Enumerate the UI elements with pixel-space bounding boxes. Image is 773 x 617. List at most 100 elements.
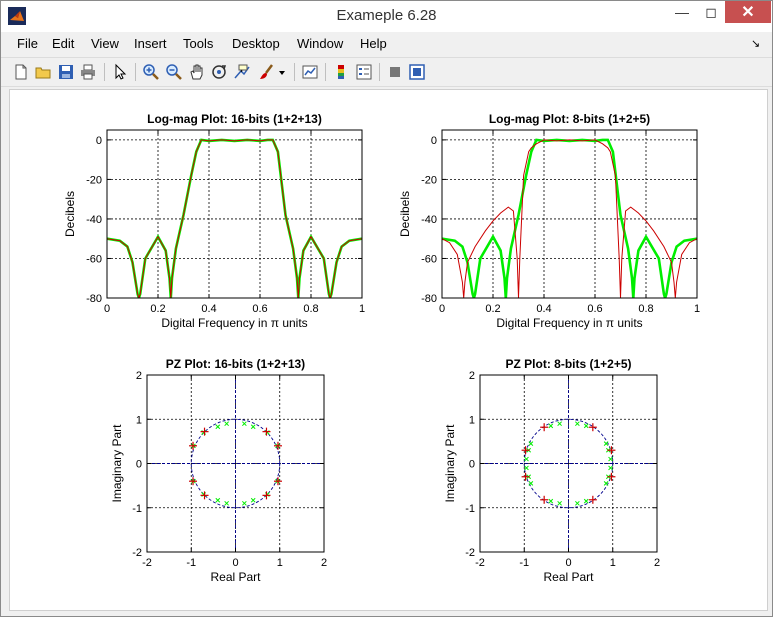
zero-marker xyxy=(583,498,589,504)
y-tick-label: -60 xyxy=(86,253,102,265)
x-axis-label: Real Part xyxy=(543,570,594,584)
zero-marker xyxy=(574,500,580,506)
zero-marker xyxy=(241,500,247,506)
zero-marker-b xyxy=(524,456,529,462)
toolbar-separator xyxy=(104,63,105,81)
zero-marker xyxy=(250,424,256,430)
pole-marker xyxy=(588,423,597,432)
title-bar[interactable]: Exameple 6.28 — ◻ ✕ xyxy=(1,1,772,32)
toolbar-separator xyxy=(379,63,380,81)
zero-marker-b xyxy=(224,500,230,506)
zero-marker-b xyxy=(241,500,247,506)
print-icon[interactable] xyxy=(79,63,97,81)
y-tick-label: -20 xyxy=(421,174,437,186)
series-line-green xyxy=(442,138,697,298)
x-tick-label: 2 xyxy=(321,557,327,569)
zero-marker-b xyxy=(603,441,609,446)
y-axis-label: Imaginary Part xyxy=(110,424,124,503)
chart-title: PZ Plot: 16-bits (1+2+13) xyxy=(166,357,305,371)
plot-content xyxy=(442,130,697,298)
menu-insert[interactable]: Insert xyxy=(134,36,167,51)
data-cursor-icon[interactable] xyxy=(233,63,251,81)
zero-marker-b xyxy=(524,465,529,471)
toolbar-separator xyxy=(325,63,326,81)
x-tick-label: 0.4 xyxy=(201,303,216,315)
zero-marker xyxy=(603,441,609,446)
zoom-in-icon[interactable] xyxy=(142,63,160,81)
minimize-button[interactable]: — xyxy=(669,1,695,23)
new-figure-icon[interactable] xyxy=(12,63,30,81)
pan-icon[interactable] xyxy=(188,63,206,81)
pointer-icon[interactable] xyxy=(111,63,129,81)
figure-toolbar xyxy=(1,57,772,87)
pole-marker xyxy=(273,441,282,450)
maximize-icon: ◻ xyxy=(705,3,717,20)
y-tick-label: 0 xyxy=(469,459,475,471)
x-tick-label: 1 xyxy=(694,303,700,315)
x-tick-label: 0 xyxy=(104,303,110,315)
toolbar-separator xyxy=(294,63,295,81)
zoom-out-icon[interactable] xyxy=(165,63,183,81)
zero-marker-b xyxy=(603,481,609,486)
x-tick-label: 0.8 xyxy=(638,303,653,315)
colorbar-icon[interactable] xyxy=(332,63,350,81)
chart-4: -2 -1 0 1 2 2 1 0 -1 -2 PZ Plot: 8-bits (1+2+5) Rea… xyxy=(443,357,660,584)
menu-desktop[interactable]: Desktop xyxy=(232,36,280,51)
menu-tools[interactable]: Tools xyxy=(183,36,214,51)
zero-marker xyxy=(557,500,563,506)
zero-marker xyxy=(524,456,529,462)
zero-marker-b xyxy=(528,481,534,486)
unit-circle xyxy=(523,418,614,509)
dock-arrow-icon[interactable]: ↘ xyxy=(751,38,761,50)
menu-view[interactable]: View xyxy=(91,36,119,51)
zero-marker xyxy=(608,456,613,462)
pole-marker xyxy=(262,491,271,500)
menu-help[interactable]: Help xyxy=(360,36,387,51)
pole-marker xyxy=(273,477,282,486)
legend-icon[interactable] xyxy=(355,63,373,81)
pole-marker xyxy=(540,423,549,432)
y-tick-label: -2 xyxy=(465,547,475,559)
zero-marker-b xyxy=(583,423,589,429)
hide-plot-tools-icon[interactable] xyxy=(386,63,404,81)
pole-marker xyxy=(607,446,616,455)
x-tick-label: 0.8 xyxy=(303,303,318,315)
link-plot-icon[interactable] xyxy=(301,63,319,81)
y-tick-label: 0 xyxy=(431,135,437,147)
unit-circle xyxy=(190,418,281,509)
figure-canvas: 0 0.2 0.4 0.6 0.8 1 0 -20 -40 -60 -80 Log-mag Plot:… xyxy=(9,89,768,611)
plot-content xyxy=(147,375,324,552)
pole-marker xyxy=(189,441,198,450)
open-file-icon[interactable] xyxy=(34,63,52,81)
maximize-button[interactable]: ◻ xyxy=(698,1,724,23)
brush-menu-icon[interactable] xyxy=(277,63,287,81)
zero-marker xyxy=(224,421,230,427)
x-tick-label: -1 xyxy=(519,557,529,569)
x-tick-label: 1 xyxy=(610,557,616,569)
chart-3: -2 -1 0 1 2 2 1 0 -1 -2 PZ Plot: 16-bits (1+2+13) R… xyxy=(110,357,327,584)
chart-title: Log-mag Plot: 8-bits (1+2+5) xyxy=(489,112,650,126)
zero-marker xyxy=(608,465,613,471)
zero-marker xyxy=(250,497,256,503)
zero-marker xyxy=(241,421,247,427)
rotate-3d-icon[interactable] xyxy=(210,63,228,81)
close-button[interactable]: ✕ xyxy=(725,1,771,23)
y-tick-label: 2 xyxy=(136,370,142,382)
x-tick-label: 0.2 xyxy=(150,303,165,315)
x-tick-label: 0 xyxy=(232,557,238,569)
brush-icon[interactable] xyxy=(258,63,276,81)
zero-marker-b xyxy=(608,465,613,471)
show-plot-tools-icon[interactable] xyxy=(408,63,426,81)
zero-marker-b xyxy=(583,498,589,504)
menu-file[interactable]: File xyxy=(17,36,38,51)
save-icon[interactable] xyxy=(57,63,75,81)
y-tick-label: -1 xyxy=(465,503,475,515)
menu-edit[interactable]: Edit xyxy=(52,36,75,51)
zero-marker-b xyxy=(548,423,554,429)
menu-window[interactable]: Window xyxy=(297,36,344,51)
x-axis-label: Real Part xyxy=(210,570,261,584)
pole-marker xyxy=(588,495,597,504)
zero-marker-b xyxy=(224,421,230,427)
zero-marker-b xyxy=(250,497,256,503)
